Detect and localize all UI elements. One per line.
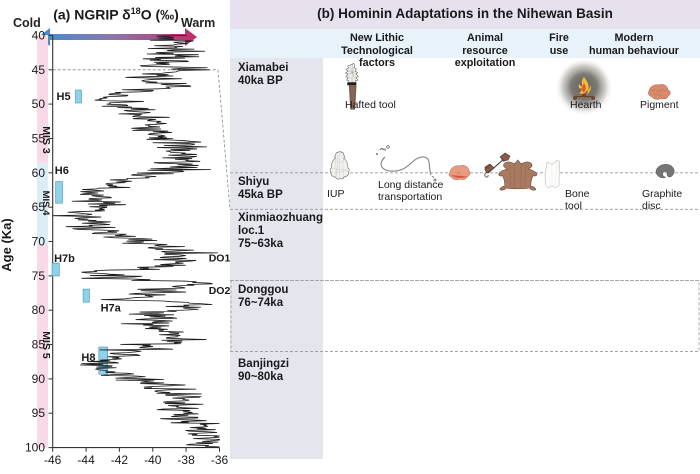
svg-text:100: 100 [25,441,45,455]
svg-text:H7b: H7b [54,253,75,265]
svg-text:transportation: transportation [378,191,442,203]
svg-text:45: 45 [32,63,46,77]
svg-text:Pigment: Pigment [640,99,679,111]
svg-text:-38: -38 [177,453,195,467]
svg-text:-36: -36 [211,453,229,467]
svg-text:H6: H6 [55,165,69,177]
svg-text:MIS 5: MIS 5 [40,331,52,359]
svg-text:Age (Ka): Age (Ka) [0,218,14,271]
svg-text:disc: disc [642,200,661,212]
svg-text:H7a: H7a [101,303,122,315]
svg-text:-42: -42 [111,453,129,467]
svg-text:60: 60 [32,166,46,180]
svg-text:95: 95 [32,406,46,420]
svg-text:90: 90 [32,372,46,386]
svg-text:MIS 4: MIS 4 [40,191,51,217]
svg-text:Graphite: Graphite [642,188,682,200]
svg-text:75: 75 [32,269,46,283]
svg-text:Bone: Bone [565,188,590,200]
svg-text:-44: -44 [77,453,95,467]
svg-text:H5: H5 [57,91,71,103]
svg-text:40: 40 [32,28,46,42]
svg-text:80: 80 [32,303,46,317]
svg-text:-46: -46 [44,453,62,467]
svg-text:-40: -40 [144,453,162,467]
svg-text:Hafted tool: Hafted tool [345,99,396,111]
svg-text:MIS 3: MIS 3 [40,126,52,154]
svg-text:IUP: IUP [327,188,345,200]
svg-text:Hearth: Hearth [570,99,602,111]
svg-text:70: 70 [32,235,46,249]
svg-text:tool: tool [565,200,582,212]
svg-text:Long distance: Long distance [378,179,444,191]
svg-text:50: 50 [32,97,46,111]
